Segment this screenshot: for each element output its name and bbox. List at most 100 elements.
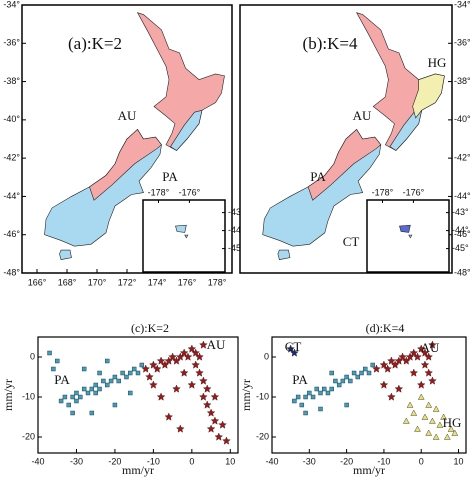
region-pa — [170, 109, 203, 151]
point — [432, 405, 440, 412]
stewart-island — [277, 249, 291, 260]
point — [206, 408, 216, 417]
point — [85, 390, 91, 396]
point — [141, 364, 150, 373]
point — [202, 400, 212, 409]
point — [394, 384, 404, 393]
x-tick-label: 170° — [88, 277, 107, 287]
point — [160, 360, 170, 369]
y-tick-label: -42° — [454, 153, 471, 163]
point — [195, 352, 204, 361]
point — [152, 364, 162, 373]
point — [363, 366, 368, 372]
point — [176, 424, 185, 433]
point — [108, 378, 114, 384]
inset-y-tick-label: -44° — [452, 225, 469, 235]
point — [206, 424, 216, 433]
point — [387, 356, 396, 365]
series-label: HG — [443, 415, 462, 430]
y-tick-label: -20 — [256, 431, 269, 441]
point — [405, 352, 415, 361]
x-tick-label: 10 — [454, 456, 464, 466]
point — [428, 340, 437, 349]
point — [179, 348, 189, 357]
region-hg — [412, 73, 445, 119]
x-tick-label: 166° — [28, 277, 47, 287]
point — [348, 378, 353, 384]
point — [183, 352, 193, 361]
y-axis-label: mm/yr — [1, 379, 15, 411]
point — [89, 386, 95, 392]
point — [128, 370, 133, 376]
x-tick-label: 0 — [419, 456, 424, 466]
y-tick-label: -10 — [256, 391, 269, 401]
point — [425, 401, 433, 408]
point — [199, 340, 208, 349]
point — [421, 413, 429, 420]
pitt-island — [184, 234, 189, 239]
point — [409, 368, 419, 377]
point — [416, 344, 426, 353]
point — [195, 368, 204, 377]
point — [322, 386, 327, 392]
plot-title: (c):K=2 — [131, 321, 169, 335]
point — [372, 364, 381, 373]
point — [432, 433, 440, 440]
point — [429, 417, 436, 424]
series — [402, 393, 459, 440]
point — [447, 425, 455, 432]
point — [398, 352, 407, 361]
point — [366, 370, 372, 376]
point — [424, 352, 433, 361]
point — [168, 352, 177, 361]
plot-title: (d):K=4 — [366, 321, 405, 335]
y-tick-label: -36° — [454, 38, 471, 48]
series-label: CT — [285, 339, 302, 354]
y-tick-label: -34° — [454, 0, 471, 9]
y-tick-label: -10 — [22, 391, 35, 401]
point — [202, 384, 212, 393]
series-label: PA — [292, 372, 308, 387]
point — [93, 390, 98, 396]
point — [97, 386, 102, 392]
point — [131, 366, 137, 372]
point — [55, 358, 60, 364]
y-tick-label: 0 — [264, 351, 269, 361]
point — [164, 412, 174, 421]
point — [105, 358, 110, 364]
point — [58, 398, 64, 404]
point — [89, 410, 95, 416]
y-tick-label: -42° — [3, 153, 20, 163]
inset-y-tick-label: -43° — [228, 207, 245, 217]
point — [344, 374, 349, 380]
x-tick-label: -20 — [108, 456, 121, 466]
inset-y-tick-label: -45° — [452, 243, 469, 253]
series — [47, 350, 145, 416]
point — [81, 386, 87, 392]
x-tick-label: -30 — [303, 456, 316, 466]
point — [139, 362, 145, 368]
point — [210, 392, 220, 401]
point — [145, 372, 154, 381]
point — [318, 390, 323, 396]
x-tick-label: 0 — [189, 456, 194, 466]
x-tick-label: -10 — [377, 456, 390, 466]
point — [440, 413, 447, 420]
point — [149, 380, 158, 389]
point — [199, 392, 208, 401]
inset-y-tick-label: -45° — [228, 243, 245, 253]
y-tick-label: -44° — [3, 191, 20, 201]
point — [135, 370, 141, 376]
point — [295, 394, 301, 400]
point — [428, 376, 437, 385]
y-tick-label: -40° — [454, 114, 471, 124]
point — [336, 382, 342, 388]
y-tick-label: -40° — [3, 114, 20, 124]
region-au — [89, 128, 162, 201]
point — [97, 370, 102, 376]
series-label: AU — [421, 340, 440, 355]
region-au — [307, 128, 382, 201]
point — [370, 362, 375, 368]
y-tick-label: 0 — [30, 351, 35, 361]
